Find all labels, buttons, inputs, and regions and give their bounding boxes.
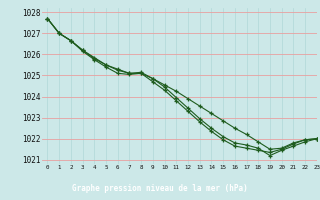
- Text: Graphe pression niveau de la mer (hPa): Graphe pression niveau de la mer (hPa): [72, 184, 248, 193]
